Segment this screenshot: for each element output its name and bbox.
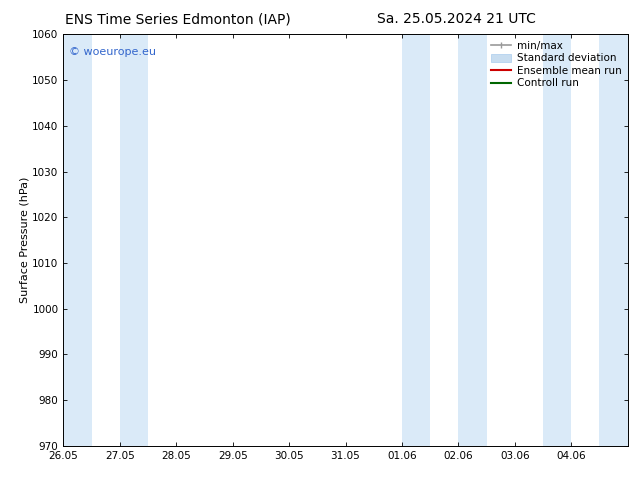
Legend: min/max, Standard deviation, Ensemble mean run, Controll run: min/max, Standard deviation, Ensemble me…	[488, 37, 624, 92]
Bar	[543, 34, 571, 446]
Bar	[63, 34, 91, 446]
Text: © woeurope.eu: © woeurope.eu	[69, 47, 156, 57]
Bar	[120, 34, 148, 446]
Bar	[600, 34, 628, 446]
Y-axis label: Surface Pressure (hPa): Surface Pressure (hPa)	[20, 177, 30, 303]
Bar	[402, 34, 430, 446]
Text: Sa. 25.05.2024 21 UTC: Sa. 25.05.2024 21 UTC	[377, 12, 536, 26]
Bar	[458, 34, 487, 446]
Text: ENS Time Series Edmonton (IAP): ENS Time Series Edmonton (IAP)	[65, 12, 290, 26]
